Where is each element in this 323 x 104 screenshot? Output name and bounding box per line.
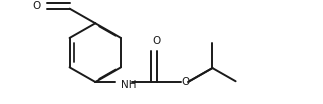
Text: O: O bbox=[152, 36, 161, 46]
Text: O: O bbox=[32, 1, 40, 11]
Text: NH: NH bbox=[121, 80, 137, 90]
Text: O: O bbox=[182, 77, 190, 87]
